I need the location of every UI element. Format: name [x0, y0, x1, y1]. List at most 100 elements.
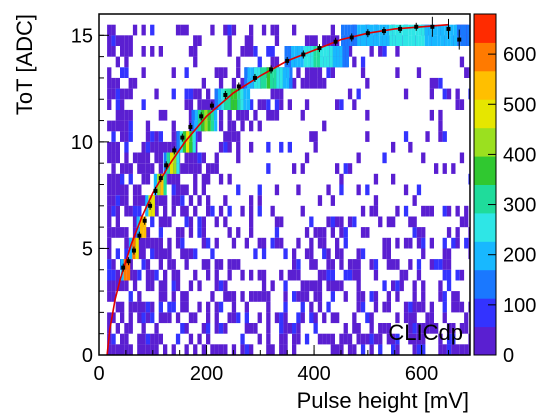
heatmap-cell	[175, 195, 181, 206]
heatmap-cell	[137, 344, 142, 355]
heatmap-cell	[141, 173, 146, 185]
band-cell	[332, 46, 337, 57]
band-cell	[341, 35, 345, 46]
heatmap-cell	[292, 77, 297, 89]
heatmap-cell	[115, 248, 120, 260]
heatmap-cell	[292, 291, 297, 302]
heatmap-cell	[339, 99, 344, 110]
heatmap-cell	[214, 259, 219, 270]
heatmap-cell	[253, 323, 258, 334]
heatmap-cell	[421, 227, 426, 238]
band-cell	[136, 227, 140, 238]
heatmap-cell	[386, 301, 391, 313]
heatmap-cell	[107, 88, 112, 100]
color-scale-step	[474, 269, 496, 299]
heatmap-cell	[227, 35, 232, 46]
heatmap-cell	[214, 237, 219, 249]
color-tick-label: 0	[503, 345, 514, 367]
heatmap-cell	[124, 205, 129, 217]
heatmap-cell	[292, 344, 297, 355]
heatmap-cell	[257, 195, 262, 206]
heatmap-cell	[227, 227, 232, 238]
heatmap-cell	[240, 291, 245, 302]
band-cell	[441, 35, 445, 46]
heatmap-cell	[317, 280, 323, 292]
band-cell	[329, 46, 333, 57]
band-cell	[415, 35, 419, 46]
heatmap-cell	[266, 46, 271, 57]
heatmap-cell	[249, 205, 254, 217]
heatmap-cell	[145, 344, 151, 355]
heatmap-cell	[132, 269, 138, 281]
heatmap-cell	[429, 312, 434, 324]
heatmap-cell	[214, 269, 219, 281]
band-cell	[145, 195, 149, 206]
heatmap-cell	[145, 301, 151, 313]
band-cell	[297, 56, 301, 68]
heatmap-cell	[412, 291, 417, 302]
heatmap-cell	[249, 24, 254, 36]
heatmap-cell	[150, 46, 155, 57]
heatmap-cell	[279, 237, 284, 249]
heatmap-cell	[352, 259, 357, 270]
color-scale-step	[474, 212, 496, 242]
heatmap-cell	[231, 301, 237, 313]
heatmap-cell	[214, 344, 219, 355]
heatmap-cell	[253, 291, 258, 302]
heatmap-cell	[111, 333, 116, 345]
heatmap-cell	[180, 24, 185, 36]
band-cell	[431, 35, 435, 46]
heatmap-cell	[279, 344, 284, 355]
heatmap-cell	[107, 173, 112, 185]
heatmap-cell	[339, 333, 344, 345]
heatmap-cell	[253, 109, 258, 121]
profile-point	[188, 122, 193, 131]
color-tick-label: 500	[503, 94, 536, 116]
heatmap-cell	[193, 248, 198, 260]
band-cell	[282, 77, 287, 89]
heatmap-cell	[279, 99, 284, 110]
heatmap-cell	[188, 195, 194, 206]
heatmap-cell	[188, 216, 194, 228]
heatmap-cell	[201, 99, 206, 110]
heatmap-cell	[446, 280, 452, 292]
heatmap-cell	[403, 301, 409, 313]
heatmap-cell	[408, 301, 413, 313]
heatmap-cell	[107, 248, 112, 260]
band-cell	[460, 24, 464, 36]
heatmap-cell	[227, 259, 232, 270]
heatmap-cell	[115, 77, 120, 89]
heatmap-cell	[141, 152, 146, 164]
heatmap-cell	[206, 99, 211, 110]
heatmap-cell	[150, 141, 155, 153]
color-scale-axis: 0 100 200 300 400 500 600	[488, 44, 536, 367]
heatmap-cell	[120, 344, 125, 355]
heatmap-cell	[438, 344, 443, 355]
heatmap-cell	[158, 109, 163, 121]
band-cell	[186, 131, 190, 142]
profile-point	[158, 174, 163, 183]
heatmap-cell	[296, 312, 301, 324]
heatmap-cell	[382, 152, 387, 164]
heatmap-cell	[171, 344, 176, 355]
band-cell	[186, 141, 190, 153]
heatmap-cell	[313, 77, 318, 89]
heatmap-cell	[227, 141, 232, 153]
band-cell	[139, 216, 144, 228]
heatmap-cell	[296, 184, 301, 196]
heatmap-cell	[343, 269, 348, 281]
band-cell	[444, 24, 448, 36]
heatmap-cell	[132, 152, 138, 164]
heatmap-cell	[249, 99, 254, 110]
band-cell	[129, 248, 133, 260]
heatmap-cell	[163, 248, 168, 260]
heatmap-cell	[206, 237, 211, 249]
heatmap-cell	[206, 259, 211, 270]
heatmap-cell	[442, 131, 447, 142]
band-cell	[148, 205, 152, 217]
heatmap-cell	[352, 56, 357, 68]
heatmap-cell	[266, 333, 271, 345]
band-cell	[402, 35, 406, 46]
heatmap-cell	[304, 227, 310, 238]
heatmap-cell	[227, 205, 232, 217]
